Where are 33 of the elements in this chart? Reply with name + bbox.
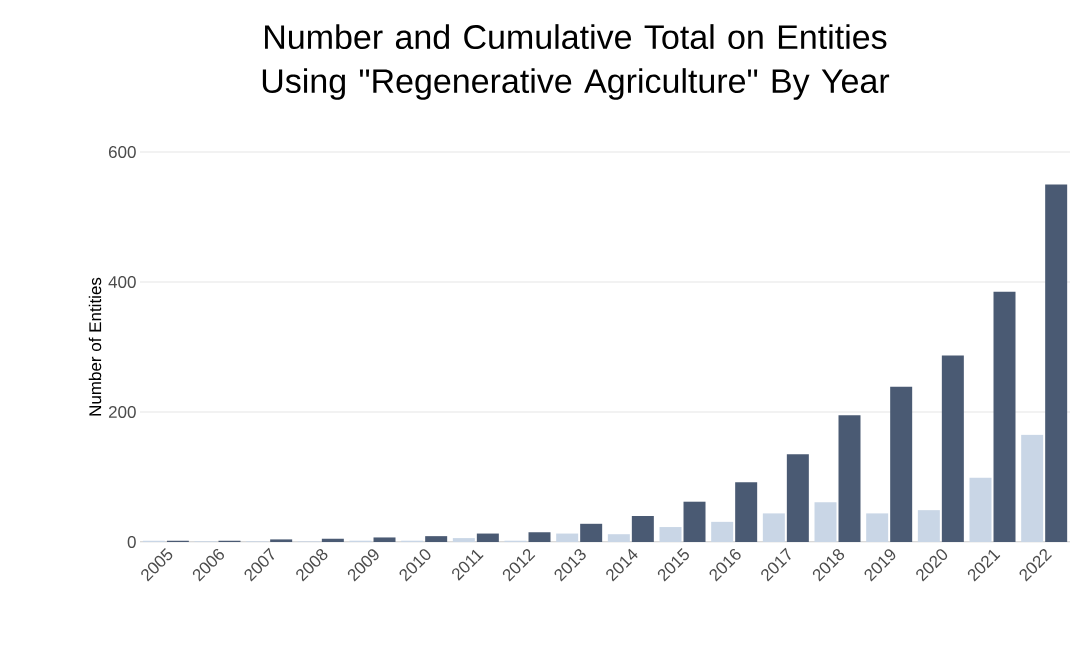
bar bbox=[683, 501, 706, 542]
y-tick-label: 600 bbox=[108, 145, 136, 159]
bar bbox=[476, 533, 499, 542]
bar bbox=[838, 415, 861, 542]
bar bbox=[270, 539, 293, 542]
y-tick-label: 400 bbox=[108, 275, 136, 289]
bar bbox=[580, 523, 603, 542]
bar bbox=[321, 538, 344, 542]
bar bbox=[1045, 184, 1068, 542]
bar bbox=[1021, 434, 1044, 542]
bar bbox=[969, 477, 992, 542]
bar bbox=[631, 516, 654, 542]
bar bbox=[607, 534, 630, 542]
bar bbox=[814, 502, 837, 542]
bar bbox=[890, 386, 913, 542]
chart-title: Number and Cumulative Total on Entities Using "Regenerative Agriculture" By Year bbox=[262, 24, 890, 100]
bar bbox=[659, 527, 682, 542]
bar bbox=[786, 454, 809, 542]
bar bbox=[866, 513, 889, 542]
bar bbox=[735, 482, 758, 542]
bar bbox=[917, 510, 940, 542]
bar bbox=[528, 532, 551, 542]
bar bbox=[373, 537, 396, 542]
y-axis-title: Number of Entities bbox=[88, 277, 102, 416]
bar bbox=[762, 513, 785, 542]
bar bbox=[993, 291, 1016, 542]
y-tick-label: 0 bbox=[127, 535, 136, 549]
bar bbox=[941, 355, 964, 542]
bar bbox=[556, 533, 579, 542]
bar bbox=[425, 536, 448, 542]
bar bbox=[452, 538, 475, 542]
bar bbox=[711, 521, 734, 542]
y-tick-label: 200 bbox=[108, 405, 136, 419]
